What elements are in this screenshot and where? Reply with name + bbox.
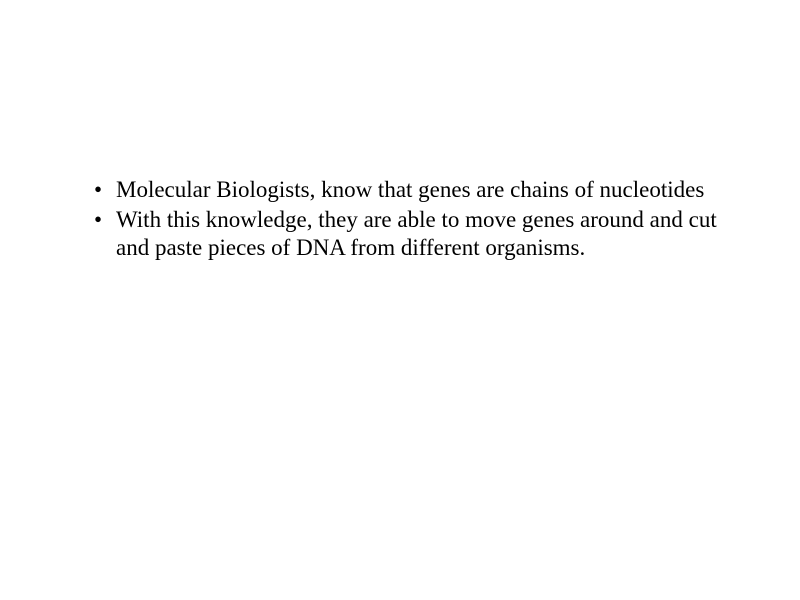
list-item: Molecular Biologists, know that genes ar… xyxy=(94,176,730,204)
bullet-list: Molecular Biologists, know that genes ar… xyxy=(70,176,730,262)
bullet-text: Molecular Biologists, know that genes ar… xyxy=(116,177,704,202)
slide: Molecular Biologists, know that genes ar… xyxy=(0,0,800,600)
bullet-text: With this knowledge, they are able to mo… xyxy=(116,207,717,260)
list-item: With this knowledge, they are able to mo… xyxy=(94,206,730,262)
